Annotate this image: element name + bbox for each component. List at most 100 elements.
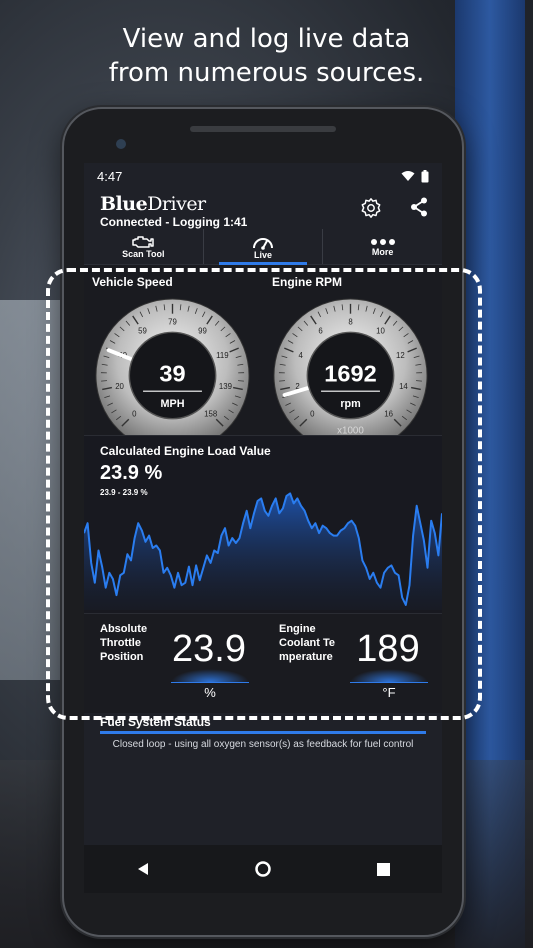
gauge-tick-label: 10	[376, 327, 385, 336]
gauge-minor-tick	[406, 409, 412, 414]
engine-icon	[132, 235, 155, 248]
gauge-tick-label: 8	[348, 317, 353, 326]
gauge-minor-tick	[297, 326, 303, 332]
gauge-minor-tick	[392, 320, 398, 326]
gauge-minor-tick	[403, 333, 409, 338]
gauge-minor-tick	[372, 308, 376, 314]
settings-icon[interactable]	[360, 197, 382, 219]
gauge-minor-tick	[229, 340, 236, 344]
gauge-minor-tick	[201, 311, 206, 318]
tab-label: More	[371, 246, 394, 257]
gauge-tick-label: 4	[298, 351, 303, 360]
gauge-minor-tick	[220, 326, 226, 332]
throttle-readout: Absolute Throttle Position 23.9 %	[84, 614, 263, 713]
engine-load-range: 23.9 - 23.9 %	[100, 488, 148, 497]
gauge-tick-label: 2	[295, 382, 299, 391]
gauge-minor-tick	[103, 355, 110, 359]
gauge-minor-tick	[341, 304, 344, 311]
gauge-minor-tick	[194, 308, 198, 314]
gauge-minor-tick	[116, 415, 122, 421]
gauge-minor-tick	[119, 326, 125, 332]
gauge-minor-tick	[292, 333, 298, 338]
gauge-major-tick	[132, 315, 139, 325]
gauge-minor-tick	[285, 402, 291, 406]
gauge-minor-tick	[228, 409, 234, 414]
share-icon[interactable]	[410, 197, 428, 217]
gauge-tick-label: 0	[132, 410, 137, 419]
fuel-system-panel: Fuel System Status Closed loop - using a…	[84, 713, 442, 753]
engine-load-panel: Calculated Engine Load Value 23.9 % 23.9…	[84, 435, 442, 613]
gauge-tick-label: 79	[168, 317, 177, 326]
tab-bar: Scan Tool Live More	[84, 229, 442, 265]
system-nav-bar	[84, 845, 442, 893]
marketing-headline: View and log live data from numerous sou…	[0, 22, 533, 90]
gauge-value: 1692	[324, 360, 376, 386]
gauge-value: 39	[159, 360, 185, 386]
speedometer-icon	[253, 237, 273, 250]
gauge-tick-label: 20	[115, 382, 124, 391]
gauge-minor-tick	[379, 311, 384, 318]
app-bar: BlueDriver Connected - Logging 1:41	[84, 189, 442, 229]
gauge-minor-tick	[413, 355, 420, 359]
gauge-tick-label: 12	[396, 351, 405, 360]
coolant-label: Engine Coolant Te mperature	[279, 623, 336, 663]
phone-speaker	[190, 126, 336, 132]
tab-scan-tool[interactable]: Scan Tool	[84, 229, 203, 264]
fuel-system-underline	[100, 731, 426, 734]
gauge-minor-tick	[401, 415, 407, 421]
gauge-minor-tick	[412, 395, 419, 399]
gauge-minor-tick	[179, 304, 182, 311]
readout-panel: Absolute Throttle Position 23.9 % Engine…	[84, 613, 442, 713]
gauge-minor-tick	[223, 415, 229, 421]
coolant-readout: Engine Coolant Te mperature 189 °F	[263, 614, 442, 713]
gauge-major-tick	[206, 315, 213, 325]
status-time: 4:47	[97, 168, 123, 184]
gauge-tick-label: 119	[216, 351, 229, 360]
gauge-major-tick	[284, 347, 294, 353]
gauge-minor-tick	[155, 305, 158, 312]
gauge-minor-tick	[365, 305, 368, 312]
gauge-minor-tick	[410, 402, 416, 406]
recents-icon[interactable]	[376, 862, 390, 876]
gauge-tick-label: 139	[219, 382, 232, 391]
gauge-minor-tick	[407, 340, 414, 344]
gauge-tick-label: 0	[310, 410, 315, 419]
engine-load-title: Calculated Engine Load Value	[100, 444, 271, 458]
headline-line-1: View and log live data	[122, 24, 411, 54]
gauge-minor-tick	[235, 355, 242, 359]
tab-more[interactable]: More	[322, 229, 442, 264]
tab-label: Scan Tool	[122, 248, 165, 259]
gauge-minor-tick	[225, 333, 231, 338]
gauge-tick-label: 158	[204, 410, 218, 419]
gauge-minor-tick	[125, 320, 131, 326]
gauge-minor-tick	[317, 311, 322, 318]
back-icon[interactable]	[136, 862, 150, 876]
coolant-glow	[350, 669, 428, 683]
gauge-minor-tick	[303, 320, 309, 326]
gauge-minor-tick	[111, 409, 117, 414]
gauge-tick-label: 99	[198, 327, 207, 336]
connection-status: Connected - Logging 1:41	[100, 215, 248, 229]
gauge-minor-tick	[147, 308, 151, 314]
home-icon[interactable]	[254, 860, 272, 878]
gauge-minor-tick	[139, 311, 144, 318]
battery-icon	[421, 169, 429, 182]
gauge-major-tick	[384, 315, 391, 325]
gauge-minor-tick	[357, 304, 360, 311]
gauge-minor-tick	[398, 326, 404, 332]
gauge-needle	[106, 348, 133, 361]
gauge-unit: rpm	[340, 398, 360, 410]
coolant-value: 189	[356, 628, 420, 670]
gauge-minor-tick	[187, 305, 190, 312]
status-bar: 4:47	[84, 163, 442, 189]
more-dots-icon	[370, 238, 395, 245]
speed-gauge: 0204059799911913915839MPH	[95, 298, 250, 453]
gauge-major-tick	[102, 386, 113, 391]
tab-live[interactable]: Live	[202, 229, 323, 265]
gauge-major-tick	[310, 315, 317, 325]
app-screen: 4:47 BlueDriver Connected - Logging 1:41	[84, 163, 442, 845]
gauge-major-tick	[407, 347, 417, 353]
gauge-minor-tick	[281, 355, 288, 359]
gauge-major-tick	[280, 386, 291, 391]
gauge-minor-tick	[333, 305, 336, 312]
